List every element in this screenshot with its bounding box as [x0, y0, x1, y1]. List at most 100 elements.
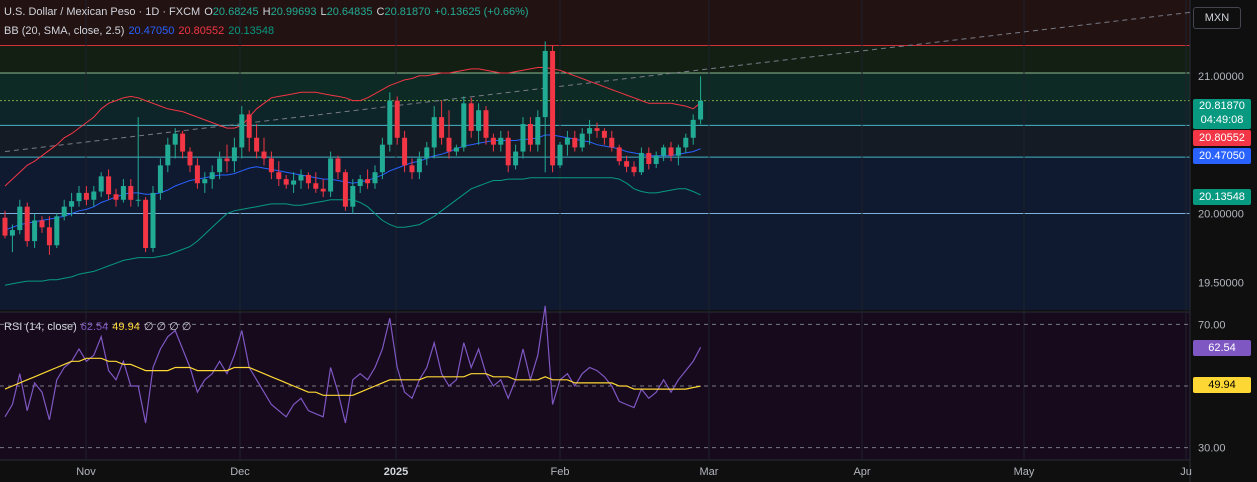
candle-up	[350, 186, 356, 207]
candle-down	[224, 158, 230, 162]
close-label: C	[376, 6, 385, 18]
lower-band-tag: 20.13548	[1193, 189, 1251, 205]
candle-down	[365, 179, 371, 184]
bb-legend[interactable]: BB (20, SMA, close, 2.5) 20.47050 20.80552…	[4, 25, 278, 37]
candle-up	[557, 144, 563, 166]
candle-down	[601, 130, 607, 138]
trend-line	[4, 11, 1191, 153]
candle-up	[231, 147, 237, 162]
upper-band-tag: 20.80552	[1193, 130, 1251, 146]
symbol-title[interactable]: U.S. Dollar / Mexican Peso · 1D · FXCM	[4, 6, 201, 18]
candle-down	[446, 137, 452, 152]
symbol-header: U.S. Dollar / Mexican Peso · 1D · FXCM O2…	[4, 6, 533, 18]
candle-down	[187, 151, 193, 166]
candle-up	[372, 172, 378, 184]
price-zones	[0, 0, 1190, 310]
candle-down	[24, 206, 30, 242]
candle-down	[261, 151, 267, 159]
candle-up	[202, 179, 208, 184]
axis-labels: 21.00000 20.00000 19.50000 70.00 30.00 Nov Dec…	[76, 71, 1244, 478]
candle-up	[498, 137, 504, 145]
last-price-tag: 20.81870 04:49:08	[1193, 99, 1251, 129]
candle-up	[587, 128, 593, 134]
candle-up	[17, 206, 23, 231]
candle-up	[683, 137, 689, 148]
candle-up	[357, 179, 363, 186]
candle-up	[387, 100, 393, 145]
candle-down	[342, 172, 348, 207]
candle-up	[209, 172, 215, 180]
candle-up	[298, 174, 304, 181]
candle-down	[335, 158, 341, 173]
candle-up	[157, 165, 163, 193]
candle-up	[638, 152, 644, 173]
bb-upper-line	[4, 67, 701, 187]
candle-up	[76, 192, 82, 202]
candle-up	[690, 119, 696, 138]
candle-up	[520, 124, 526, 152]
candle-down	[39, 220, 45, 228]
candle-down	[46, 227, 52, 246]
candle-down	[313, 183, 319, 189]
candle-up	[239, 114, 245, 148]
candle-up	[431, 117, 437, 148]
candle-up	[564, 137, 570, 145]
candle-down	[268, 158, 274, 173]
rsi-tick-label: 30.00	[1198, 443, 1226, 455]
candle-up	[579, 133, 585, 148]
candle-down	[128, 186, 134, 200]
candle-down	[631, 166, 637, 173]
time-tick-label: Dec	[230, 466, 250, 478]
rsi-value-tag: 62.54	[1193, 340, 1251, 356]
candle-down	[527, 124, 533, 145]
rsi-extra-values: ∅ ∅ ∅ ∅	[143, 321, 192, 333]
candle-down	[646, 152, 652, 164]
candle-up	[217, 158, 223, 173]
time-tick-label: Feb	[551, 466, 570, 478]
candle-down	[594, 128, 600, 131]
candle-down	[483, 110, 489, 138]
candle-down	[616, 147, 622, 162]
candle-up	[98, 176, 104, 192]
zone-band	[0, 100, 1190, 126]
candle-down	[572, 137, 578, 148]
candle-down	[113, 194, 119, 200]
candle-up	[54, 216, 60, 246]
candle-down	[180, 133, 186, 152]
candle-up	[135, 199, 141, 201]
time-tick-label: Nov	[76, 466, 96, 478]
zone-band	[0, 0, 1190, 46]
bb-upper-value: 20.80552	[178, 25, 225, 37]
candle-down	[194, 165, 200, 184]
candle-up	[150, 192, 156, 248]
candle-up	[379, 144, 385, 173]
candle-down	[624, 161, 630, 167]
rsi-line	[4, 305, 702, 424]
candle-down	[143, 199, 149, 248]
rsi-lines	[0, 305, 1190, 449]
candle-down	[490, 137, 496, 145]
candle-up	[32, 220, 38, 242]
candle-up	[513, 151, 519, 166]
price-tick-label: 21.00000	[1198, 71, 1244, 83]
candle-up	[291, 180, 297, 185]
candle-up	[453, 147, 459, 152]
last-price-value: 20.81870	[1199, 100, 1245, 112]
candle-up	[653, 155, 659, 164]
time-tick-label: 2025	[384, 466, 408, 478]
candle-up	[69, 201, 75, 207]
candle-down	[2, 217, 8, 236]
basis-tag: 20.47050	[1193, 148, 1251, 164]
rsi-legend[interactable]: RSI (14, close) 62.54 49.94 ∅ ∅ ∅ ∅	[4, 320, 195, 333]
candle-down	[394, 100, 400, 138]
price-tick-label: 20.00000	[1198, 209, 1244, 221]
high-value: 20.99693	[270, 6, 317, 18]
low-label: L	[320, 6, 327, 18]
candle-down	[505, 137, 511, 166]
rsi-value: 62.54	[80, 321, 109, 333]
bb-basis-value: 20.47050	[128, 25, 175, 37]
currency-button[interactable]: MXN	[1193, 7, 1241, 29]
candle-up	[476, 110, 482, 131]
candle-down	[254, 137, 260, 152]
